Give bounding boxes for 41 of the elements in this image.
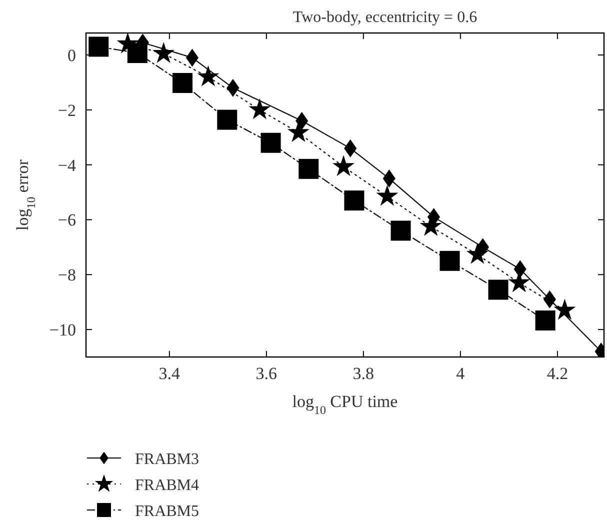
point — [298, 158, 319, 179]
y-tick-label: −10 — [49, 320, 76, 340]
y-tick-label: 0 — [68, 46, 76, 65]
point — [186, 48, 199, 67]
y-tick-label: −2 — [58, 100, 76, 120]
chart-title: Two-body, eccentricity = 0.6 — [292, 9, 478, 26]
point — [344, 190, 364, 210]
point — [488, 280, 508, 300]
point — [390, 220, 411, 241]
point — [332, 155, 355, 176]
point — [152, 42, 175, 63]
point — [88, 36, 109, 57]
x-tick-label: 3.4 — [158, 364, 181, 383]
point — [296, 112, 308, 130]
x-tick-label: 4 — [456, 364, 466, 383]
point — [440, 250, 460, 271]
point — [466, 243, 488, 264]
y-tick-label: −6 — [58, 210, 76, 230]
point — [382, 170, 396, 188]
point — [217, 110, 238, 130]
point — [514, 260, 526, 278]
legend-label: FRABM5 — [135, 503, 200, 520]
point — [554, 298, 576, 320]
x-tick-label: 4.2 — [546, 364, 568, 383]
x-axis-title: log$_{10}$ CPU time — [292, 392, 398, 417]
point — [248, 98, 271, 120]
y-tick-label: −4 — [58, 156, 76, 175]
point — [226, 78, 240, 97]
y-tick-label: −8 — [58, 266, 76, 285]
point — [197, 65, 220, 86]
point — [543, 290, 556, 308]
point — [535, 310, 556, 330]
point — [344, 139, 357, 158]
point — [127, 43, 148, 64]
legend-label: FRABM4 — [135, 477, 200, 494]
x-tick-label: 3.6 — [256, 364, 278, 383]
point — [376, 184, 398, 206]
point — [172, 72, 193, 93]
point — [260, 132, 281, 153]
x-tick-label: 3.8 — [352, 364, 374, 383]
legend-label: FRABM3 — [135, 451, 200, 468]
